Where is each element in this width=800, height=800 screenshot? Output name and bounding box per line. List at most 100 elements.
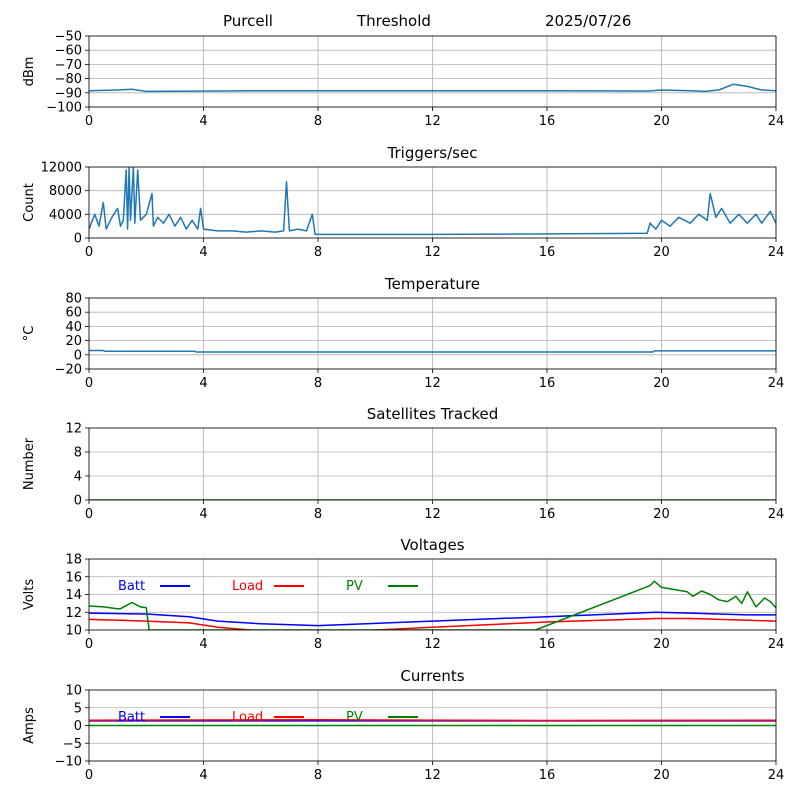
x-tick-label: 12 (424, 637, 441, 652)
x-tick-label: 20 (653, 637, 670, 652)
y-tick-label: 12000 (41, 161, 82, 176)
y-tick-label: 8000 (49, 184, 82, 199)
x-tick-label: 12 (424, 768, 441, 783)
y-tick-label: 80 (65, 292, 82, 307)
x-tick-label: 24 (768, 768, 785, 783)
x-tick-label: 0 (85, 114, 93, 129)
y-tick-label: 16 (65, 570, 82, 585)
chart-title: Triggers/sec (387, 144, 478, 162)
x-tick-label: 12 (424, 376, 441, 391)
chart-title: Satellites Tracked (367, 405, 498, 423)
y-tick-label: −80 (55, 72, 82, 87)
x-tick-label: 4 (199, 114, 207, 129)
y-tick-label: 10 (65, 684, 82, 699)
x-tick-label: 0 (85, 245, 93, 260)
x-tick-label: 16 (539, 114, 556, 129)
x-tick-label: 12 (424, 245, 441, 260)
x-tick-label: 24 (768, 637, 785, 652)
mode-label: Threshold (357, 12, 431, 30)
y-tick-label: 0 (74, 232, 82, 247)
chart-title: Voltages (400, 536, 464, 554)
x-tick-label: 0 (85, 768, 93, 783)
x-tick-label: 0 (85, 637, 93, 652)
y-axis-label: Number (22, 437, 37, 490)
y-tick-label: −60 (55, 44, 82, 59)
x-tick-label: 0 (85, 507, 93, 522)
x-tick-label: 24 (768, 245, 785, 260)
x-tick-label: 20 (653, 376, 670, 391)
y-tick-label: −70 (55, 58, 82, 73)
series-line-batt (89, 611, 776, 627)
y-tick-label: 5 (74, 701, 82, 716)
x-tick-label: 20 (653, 507, 670, 522)
series-line-1 (89, 167, 776, 236)
x-tick-label: 4 (199, 376, 207, 391)
x-tick-label: 8 (314, 637, 322, 652)
station-name: Purcell (223, 12, 273, 30)
x-tick-label: 4 (199, 245, 207, 260)
series-line-1 (89, 83, 776, 93)
x-tick-label: 4 (199, 768, 207, 783)
x-tick-label: 4 (199, 507, 207, 522)
y-tick-label: 60 (65, 306, 82, 321)
x-tick-label: 20 (653, 114, 670, 129)
y-axis-label: Count (22, 183, 37, 222)
y-tick-label: −50 (55, 30, 82, 45)
y-tick-label: −100 (46, 101, 82, 116)
x-tick-label: 12 (424, 507, 441, 522)
x-tick-label: 16 (539, 507, 556, 522)
y-tick-label: 0 (74, 494, 82, 509)
y-tick-label: 4 (74, 470, 82, 485)
x-tick-label: 8 (314, 245, 322, 260)
chart-panel-2: 0 4 8 12 16 20 24 0 4000 8000 12000 Triggers/sec Cou… (22, 144, 784, 260)
x-tick-label: 16 (539, 768, 556, 783)
x-tick-label: 20 (653, 768, 670, 783)
legend-label-pv: PV (346, 710, 363, 725)
chart-panel-1: 0 4 8 12 16 20 24 −100−90−80−70−60−50 dBm (22, 30, 784, 130)
y-axis-label: Amps (22, 707, 37, 744)
x-tick-label: 12 (424, 114, 441, 129)
legend-label-batt: Batt (118, 579, 145, 594)
x-tick-label: 8 (314, 768, 322, 783)
x-tick-label: 16 (539, 376, 556, 391)
y-axis-label: Volts (22, 579, 37, 611)
legend-label-load: Load (232, 579, 263, 594)
x-tick-label: 16 (539, 637, 556, 652)
x-tick-label: 24 (768, 376, 785, 391)
y-tick-label: 40 (65, 320, 82, 335)
date-label: 2025/07/26 (545, 12, 632, 30)
chart-panel-6: 0 4 8 12 16 20 24 −10 −5 0 5 10 Currents Amps Batt Load… (22, 667, 784, 783)
x-tick-label: 24 (768, 114, 785, 129)
x-tick-label: 24 (768, 507, 785, 522)
y-tick-label: 0 (74, 719, 82, 734)
y-tick-label: −10 (55, 755, 82, 770)
y-tick-label: 14 (65, 588, 82, 603)
x-tick-label: 4 (199, 637, 207, 652)
chart-title: Currents (400, 667, 464, 685)
y-axis-label: °C (22, 326, 37, 342)
y-tick-label: 0 (74, 348, 82, 363)
x-tick-label: 16 (539, 245, 556, 260)
y-tick-label: −5 (63, 737, 82, 752)
series-line-load (89, 617, 776, 630)
x-tick-label: 8 (314, 507, 322, 522)
y-tick-label: 18 (65, 553, 82, 568)
series-line-load (89, 719, 776, 722)
series-line-1 (89, 349, 776, 353)
x-tick-label: 20 (653, 245, 670, 260)
y-tick-label: 10 (65, 624, 82, 639)
series-line-pv (89, 580, 776, 630)
y-axis-label: dBm (22, 57, 37, 87)
y-tick-label: 8 (74, 446, 82, 461)
x-tick-label: 0 (85, 376, 93, 391)
chart-panel-5: 0 4 8 12 16 20 24 10 12 14 16 18 Voltages Volts Batt Lo… (22, 536, 784, 652)
y-tick-label: 4000 (49, 208, 82, 223)
x-tick-label: 8 (314, 114, 322, 129)
y-tick-label: 12 (65, 606, 82, 621)
y-tick-label: 12 (65, 422, 82, 437)
x-tick-label: 8 (314, 376, 322, 391)
legend-label-batt: Batt (118, 710, 145, 725)
chart-panel-4: 0 4 8 12 16 20 24 0 4 8 12 Satellites Tracked Number (22, 405, 784, 522)
